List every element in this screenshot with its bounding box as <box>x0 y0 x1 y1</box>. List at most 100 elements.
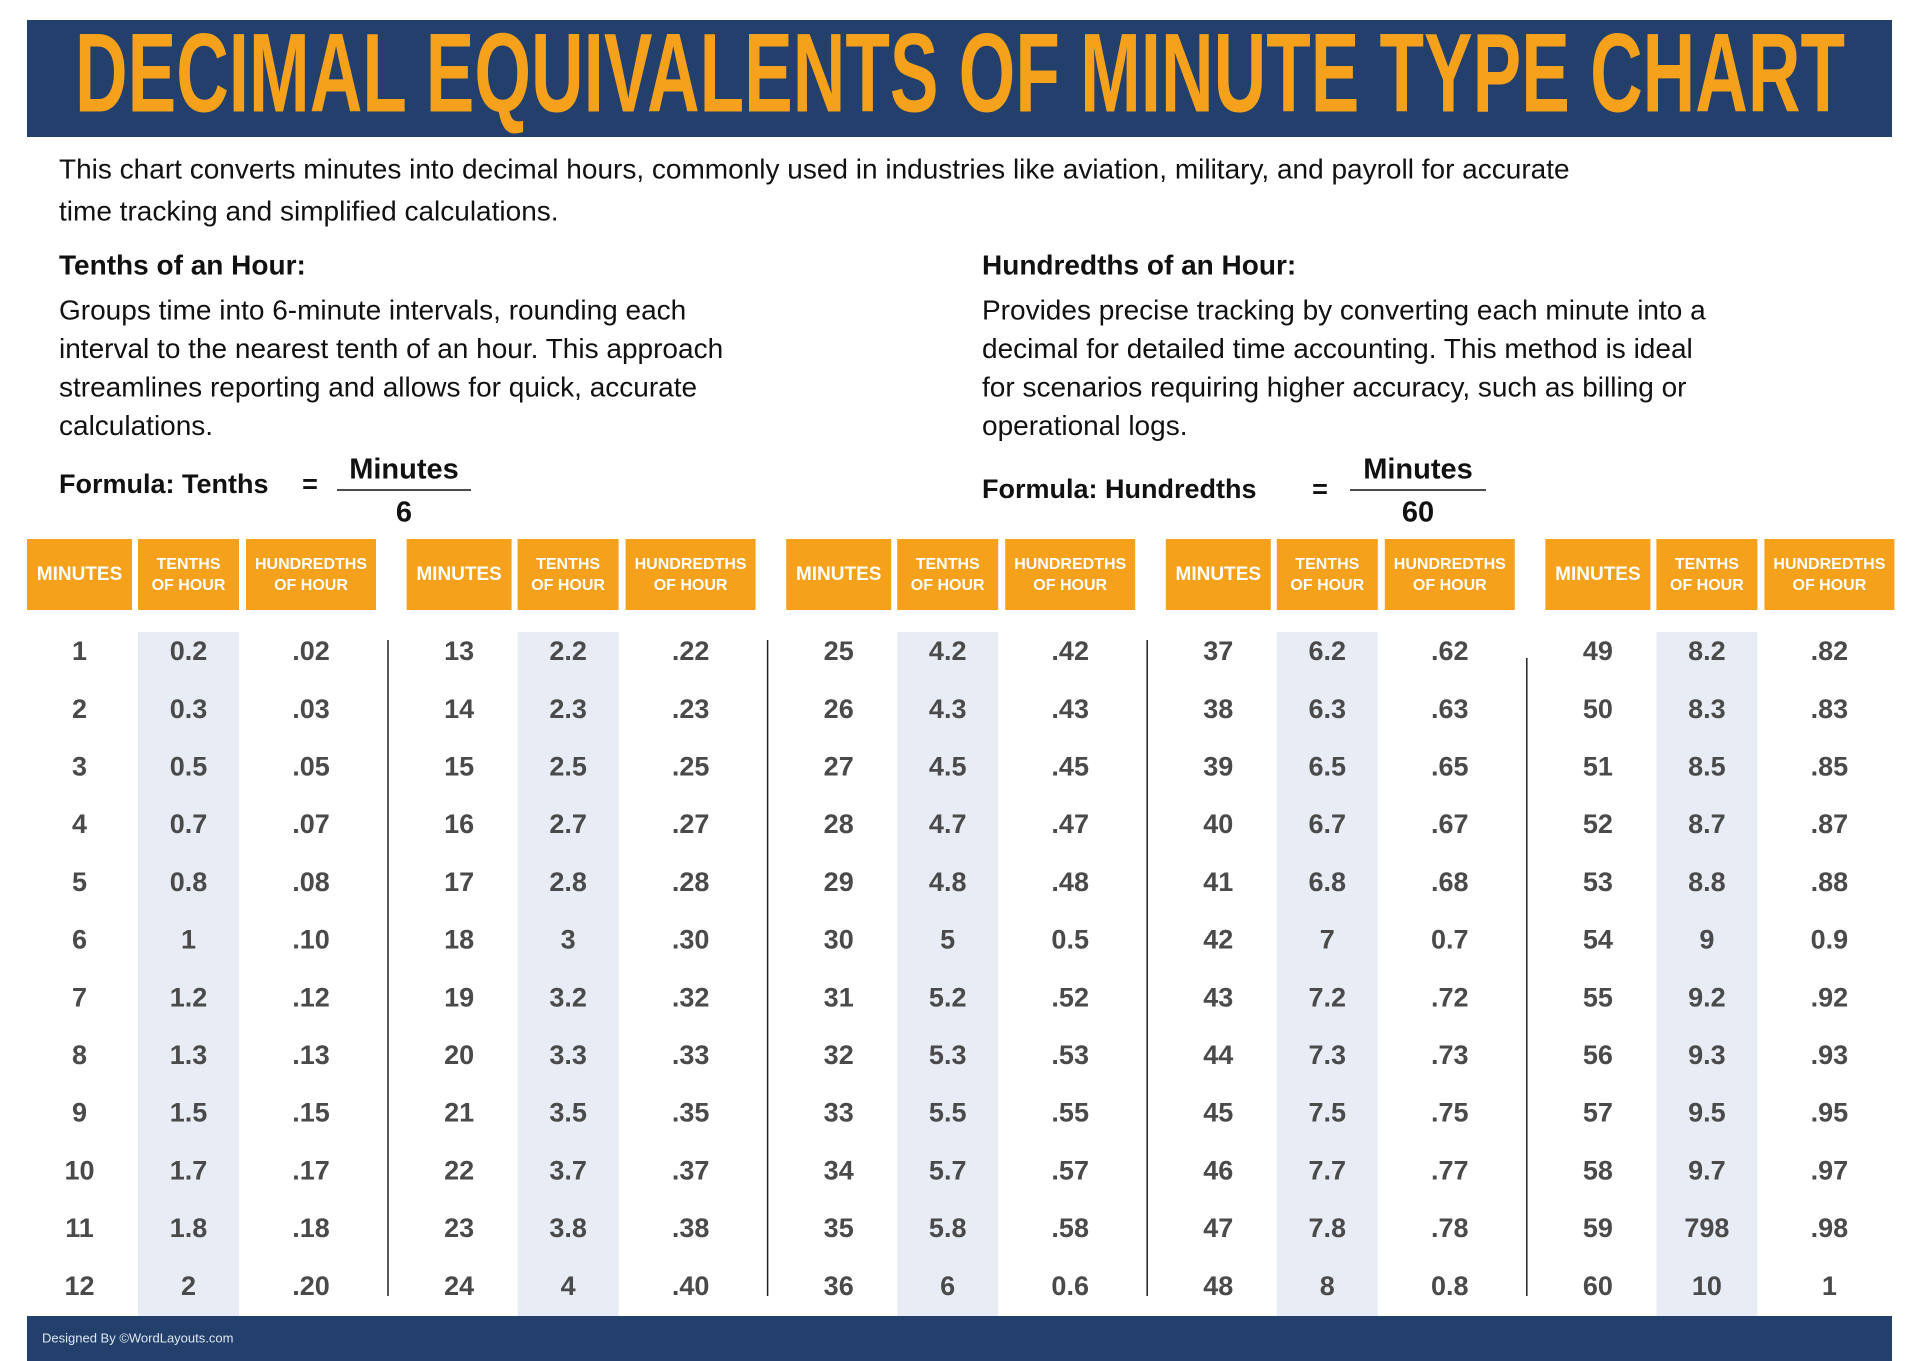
table-cell: 4.3 <box>929 694 967 724</box>
table-cell: .63 <box>1431 694 1469 724</box>
header-cell <box>517 539 619 610</box>
header-cell <box>1005 539 1136 610</box>
table-cell: 12 <box>64 1271 94 1301</box>
table-cell: .92 <box>1811 982 1849 1012</box>
table-cell: .32 <box>672 982 710 1012</box>
table-cell: 15 <box>444 752 474 782</box>
table-cell: 7.8 <box>1309 1213 1347 1243</box>
table-cell: 0.5 <box>1051 925 1089 955</box>
section-text: Provides precise tracking by converting … <box>982 294 1706 325</box>
table-cell: .47 <box>1051 809 1089 839</box>
table-cell: 0.8 <box>1431 1271 1469 1301</box>
section-text: Groups time into 6-minute intervals, rou… <box>59 294 686 325</box>
header-cell <box>246 539 376 610</box>
tenths-column-shade <box>1276 632 1378 1316</box>
table-cell: 39 <box>1203 752 1233 782</box>
table-cell: 54 <box>1583 925 1613 955</box>
table-cell: 40 <box>1203 809 1233 839</box>
table-cell: 7.2 <box>1309 982 1347 1012</box>
table-cell: 5 <box>940 925 955 955</box>
table-cell: 1 <box>1822 1271 1837 1301</box>
table-cell: .67 <box>1431 809 1469 839</box>
table-cell: 13 <box>444 636 474 666</box>
table-cell: .85 <box>1811 752 1849 782</box>
header-label: OF HOUR <box>654 577 728 594</box>
table-cell: 57 <box>1583 1098 1613 1128</box>
table-cell: 3.8 <box>549 1213 587 1243</box>
table-cell: .93 <box>1811 1040 1849 1070</box>
section-text: interval to the nearest tenth of an hour… <box>59 333 723 364</box>
table-cell: 0.9 <box>1811 925 1849 955</box>
header-cell <box>27 539 132 610</box>
formula-denominator: 6 <box>396 497 412 529</box>
table-cell: 1.8 <box>170 1213 208 1243</box>
table-cell: 8 <box>72 1040 87 1070</box>
table-cell: 2 <box>181 1271 196 1301</box>
table-cell: 3 <box>72 752 87 782</box>
table-cell: .88 <box>1811 867 1849 897</box>
table-cell: 5.3 <box>929 1040 967 1070</box>
header-label: MINUTES <box>416 564 502 585</box>
table-cell: 1.2 <box>170 982 208 1012</box>
header-cell <box>138 539 239 610</box>
table-cell: .05 <box>292 752 330 782</box>
header-cell <box>1764 539 1895 610</box>
table-cell: 3.2 <box>549 982 587 1012</box>
header-label: HUNDREDTHS <box>1773 556 1885 573</box>
table-cell: 55 <box>1583 982 1613 1012</box>
table-cell: .23 <box>672 694 710 724</box>
table-cell: 43 <box>1203 982 1233 1012</box>
table-cell: 3.5 <box>549 1098 587 1128</box>
table-cell: 47 <box>1203 1213 1233 1243</box>
table-cell: 0.2 <box>170 636 208 666</box>
table-cell: 56 <box>1583 1040 1613 1070</box>
formula-numerator: Minutes <box>349 454 459 486</box>
header-label: MINUTES <box>1555 564 1641 585</box>
table-cell: 4.8 <box>929 867 967 897</box>
table-cell: 22 <box>444 1155 474 1185</box>
table-cell: 5.8 <box>929 1213 967 1243</box>
table-cell: .22 <box>672 636 710 666</box>
table-cell: 6.8 <box>1309 867 1347 897</box>
header-cell <box>786 539 892 610</box>
table-cell: .20 <box>292 1271 330 1301</box>
table-cell: .13 <box>292 1040 330 1070</box>
table-cell: 37 <box>1203 636 1233 666</box>
table-cell: 3.7 <box>549 1155 587 1185</box>
table-cell: 26 <box>824 694 854 724</box>
table-cell: 5.2 <box>929 982 967 1012</box>
table-cell: .55 <box>1051 1098 1089 1128</box>
header-label: HUNDREDTHS <box>255 556 367 573</box>
header-cell <box>625 539 756 610</box>
table-cell: .33 <box>672 1040 710 1070</box>
table-cell: .08 <box>292 867 330 897</box>
table-cell: .78 <box>1431 1213 1469 1243</box>
table-cell: 36 <box>824 1271 854 1301</box>
table-cell: .52 <box>1051 982 1089 1012</box>
table-cell: .18 <box>292 1213 330 1243</box>
table-cell: 48 <box>1203 1271 1233 1301</box>
table-cell: 38 <box>1203 694 1233 724</box>
section-text: for scenarios requiring higher accuracy,… <box>982 371 1686 402</box>
table-cell: 3 <box>561 925 576 955</box>
table-cell: 2.7 <box>549 809 587 839</box>
table-cell: 0.6 <box>1051 1271 1089 1301</box>
table-cell: 51 <box>1583 752 1613 782</box>
table-cell: .57 <box>1051 1155 1089 1185</box>
header-cell <box>1545 539 1651 610</box>
table-cell: 1.7 <box>170 1155 208 1185</box>
formula-denominator: 60 <box>1402 497 1434 529</box>
table-cell: 10 <box>64 1155 94 1185</box>
table-cell: 33 <box>824 1098 854 1128</box>
table-cell: 35 <box>824 1213 854 1243</box>
table-cell: 30 <box>824 925 854 955</box>
table-cell: 7 <box>1320 925 1335 955</box>
table-cell: 9 <box>72 1098 87 1128</box>
table-cell: .28 <box>672 867 710 897</box>
table-cell: 1.3 <box>170 1040 208 1070</box>
table-cell: .82 <box>1811 636 1849 666</box>
table-cell: 0.5 <box>170 752 208 782</box>
table-cell: 2.8 <box>549 867 587 897</box>
table-cell: 798 <box>1684 1213 1729 1243</box>
table-cell: 44 <box>1203 1040 1233 1070</box>
